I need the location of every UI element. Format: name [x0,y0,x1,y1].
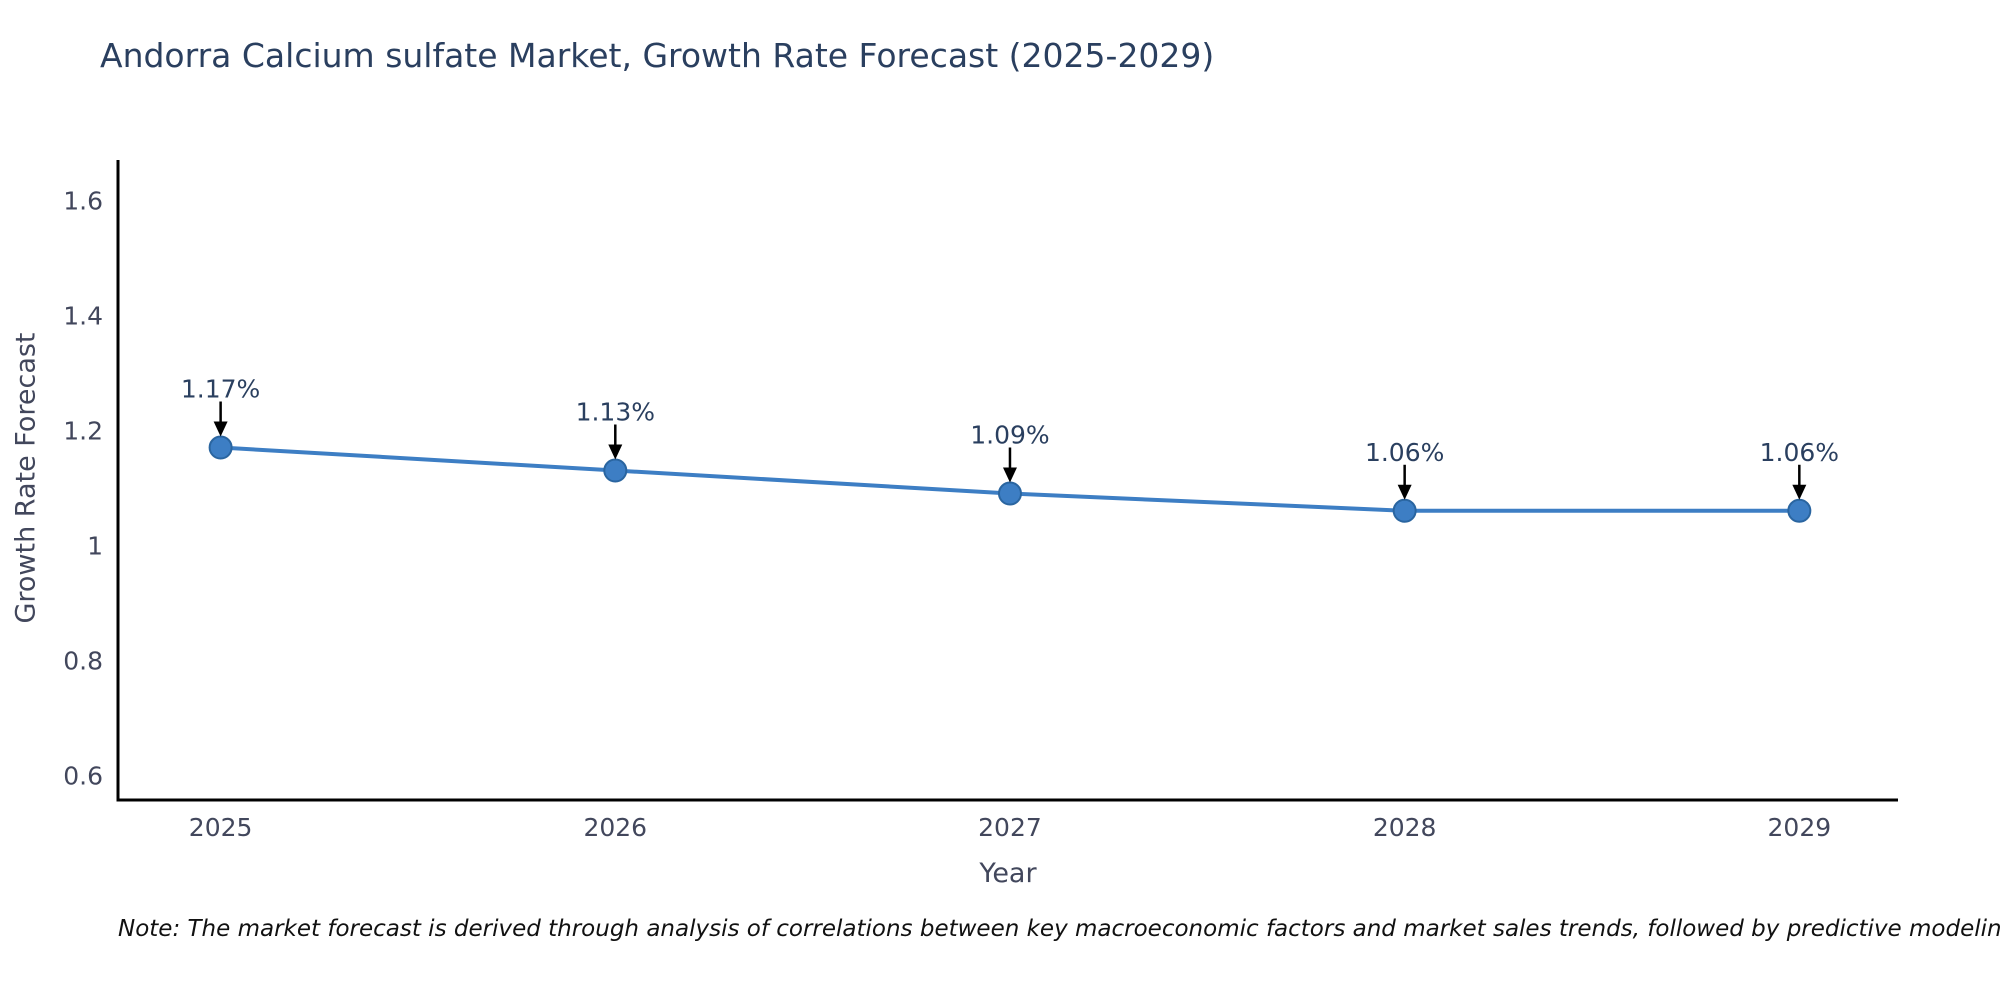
point-value-label: 1.17% [181,375,260,404]
footnote-text: Note: The market forecast is derived thr… [118,916,2000,942]
annotation-arrow-head [213,421,228,437]
point-value-label: 1.06% [1365,438,1444,467]
data-point [1787,498,1812,523]
chart-title: Andorra Calcium sulfate Market, Growth R… [100,36,1215,75]
y-tick-label: 1.6 [63,186,103,215]
x-tick-label: 2027 [978,813,1042,842]
x-tick-label: 2026 [583,813,647,842]
data-point [603,458,628,483]
x-tick-label: 2029 [1768,813,1832,842]
y-tick-label: 1.4 [63,301,103,330]
data-point [208,435,233,460]
x-tick-label: 2028 [1373,813,1437,842]
y-tick-label: 0.8 [63,646,103,675]
point-value-label: 1.09% [970,421,1049,450]
y-tick-label: 1 [87,531,103,560]
annotation-arrow-head [1397,484,1412,500]
data-point [997,481,1022,506]
x-tick-label: 2025 [189,813,253,842]
annotation-arrow-head [608,444,623,460]
annotation-arrow-head [1002,467,1017,483]
y-tick-label: 0.6 [63,761,103,790]
annotation-arrow-head [1792,484,1807,500]
y-axis-title: Growth Rate Forecast [10,332,42,624]
data-point [1392,498,1417,523]
point-value-label: 1.06% [1760,438,1839,467]
y-tick-label: 1.2 [63,416,103,445]
point-value-label: 1.13% [576,398,655,427]
x-axis-title: Year [979,858,1037,889]
